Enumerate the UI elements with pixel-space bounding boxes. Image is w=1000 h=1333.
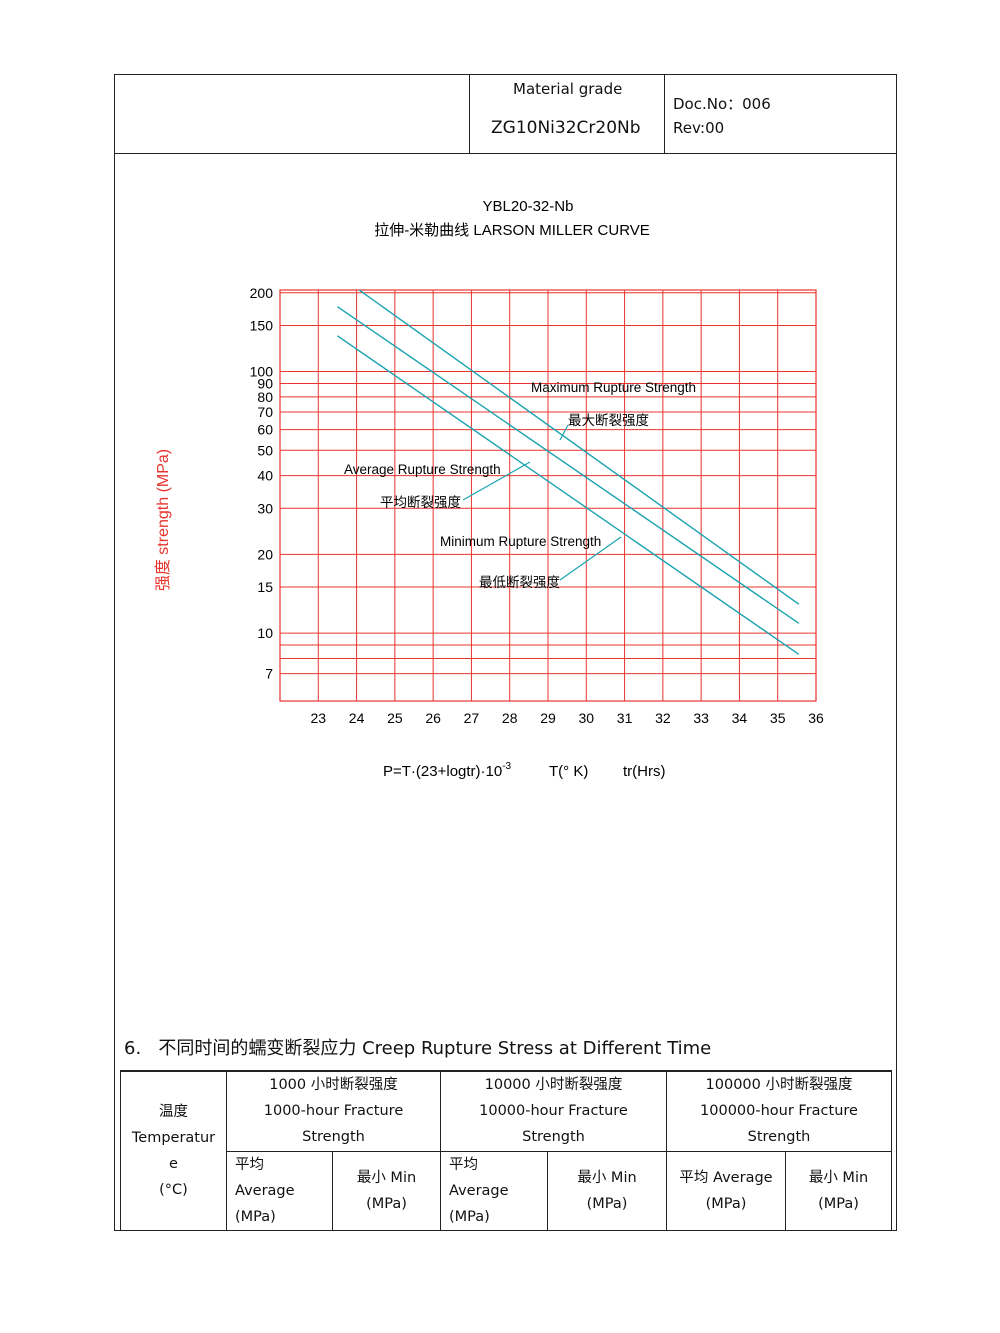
x-axis-label: P=T·(23+logtr)·10-3 [383, 761, 512, 780]
y-tick-label: 20 [257, 546, 273, 562]
x-tick-label: 24 [349, 710, 365, 726]
x-tick-label: 32 [655, 710, 671, 726]
group-10000h-header: 10000 小时断裂强度 10000-hour Fracture Strengt… [440, 1070, 667, 1152]
y-tick-label: 90 [257, 376, 273, 392]
y-tick-label: 7 [265, 666, 273, 682]
y-tick-label: 10 [257, 625, 273, 641]
x-tick-label: 33 [693, 710, 709, 726]
annotation-avg-en: Average Rupture Strength [344, 462, 501, 477]
x-tick-label: 30 [578, 710, 594, 726]
series-line-0 [357, 290, 800, 605]
annotation-min-en: Minimum Rupture Strength [440, 534, 601, 549]
min-100000h-header: 最小 Min (MPa) [785, 1150, 892, 1231]
chart-ticks: 23 24 25 26 27 28 29 30 31 32 33 34 35 36 200 150 100908… [250, 285, 824, 726]
annotation-max-cn: 最大断裂强度 [568, 413, 649, 428]
material-grade-label: Material grade [513, 80, 623, 98]
leader-min [559, 536, 622, 581]
temperature-header: 温度 Temperatur e (°C) [120, 1070, 227, 1231]
avg-10000h-header: 平均 Average (MPa) [440, 1150, 548, 1231]
leader-max [559, 424, 569, 441]
section-number: 6. [124, 1038, 142, 1059]
group-100000h-header: 100000 小时断裂强度 100000-hour Fracture Stren… [666, 1070, 892, 1152]
section-heading: 6. 不同时间的蠕变断裂应力 Creep Rupture Stress at D… [124, 1034, 711, 1060]
y-tick-label: 80 [257, 389, 273, 405]
table-row: 平均 Average (MPa) 最小 Min (MPa) 平均 Average… [121, 1150, 892, 1231]
group-1000h-header: 1000 小时断裂强度 1000-hour Fracture Strength [226, 1070, 441, 1152]
annotation-min-cn: 最低断裂强度 [479, 575, 560, 590]
header-divider [469, 74, 470, 154]
y-tick-label: 150 [250, 317, 274, 333]
min-10000h-header: 最小 Min (MPa) [547, 1150, 667, 1231]
chart-grid [279, 289, 817, 702]
x-tick-label: 36 [808, 710, 824, 726]
x-tick-label: 31 [617, 710, 633, 726]
chart-subtitle: 拉伸-米勒曲线 LARSON MILLER CURVE [374, 222, 650, 239]
x-tick-label: 23 [310, 710, 326, 726]
section-title: 不同时间的蠕变断裂应力 Creep Rupture Stress at Diff… [158, 1038, 712, 1059]
x-tick-label: 34 [732, 710, 748, 726]
avg-100000h-header: 平均 Average (MPa) [666, 1150, 786, 1231]
x-tick-label: 35 [770, 710, 786, 726]
x-tick-label: 27 [464, 710, 480, 726]
chart-series [337, 290, 800, 655]
header-row [114, 74, 897, 154]
header-divider [664, 74, 665, 154]
chart-title: YBL20-32-Nb [483, 198, 574, 215]
document-frame [114, 74, 897, 1231]
y-tick-label: 100 [250, 364, 274, 380]
x-tick-label: 25 [387, 710, 403, 726]
y-tick-label: 60 [257, 422, 273, 438]
creep-rupture-table: 温度 Temperatur e (°C) 1000 小时断裂强度 1000-ho… [120, 1070, 892, 1231]
annotation-avg-cn: 平均断裂强度 [380, 495, 461, 510]
x-axis-time-unit: tr(Hrs) [623, 763, 665, 780]
series-line-1 [337, 306, 800, 624]
doc-number: Doc.No：006 [673, 95, 771, 113]
x-tick-label: 29 [540, 710, 556, 726]
annotation-max-en: Maximum Rupture Strength [531, 380, 696, 395]
x-tick-label: 28 [502, 710, 518, 726]
avg-1000h-header: 平均 Average (MPa) [226, 1150, 333, 1231]
larson-miller-chart: YBL20-32-Nb 拉伸-米勒曲线 LARSON MILLER CURVE … [154, 198, 824, 780]
y-tick-label: 50 [257, 442, 273, 458]
y-tick-label: 40 [257, 468, 273, 484]
leader-avg [462, 461, 531, 501]
y-tick-label: 70 [257, 404, 273, 420]
min-1000h-header: 最小 Min (MPa) [332, 1150, 441, 1231]
series-line-2 [337, 335, 800, 655]
table-row: 温度 Temperatur e (°C) 1000 小时断裂强度 1000-ho… [120, 1070, 892, 1231]
y-axis-label: 强度 strength (MPa) [154, 449, 172, 591]
y-tick-label: 15 [257, 579, 273, 595]
x-axis-temperature-unit: T(° K) [549, 763, 588, 780]
y-tick-label: 30 [257, 500, 273, 516]
y-tick-label: 200 [250, 285, 274, 301]
revision: Rev:00 [673, 119, 725, 137]
x-tick-label: 26 [425, 710, 441, 726]
material-grade-value: ZG10Ni32Cr20Nb [491, 118, 641, 138]
